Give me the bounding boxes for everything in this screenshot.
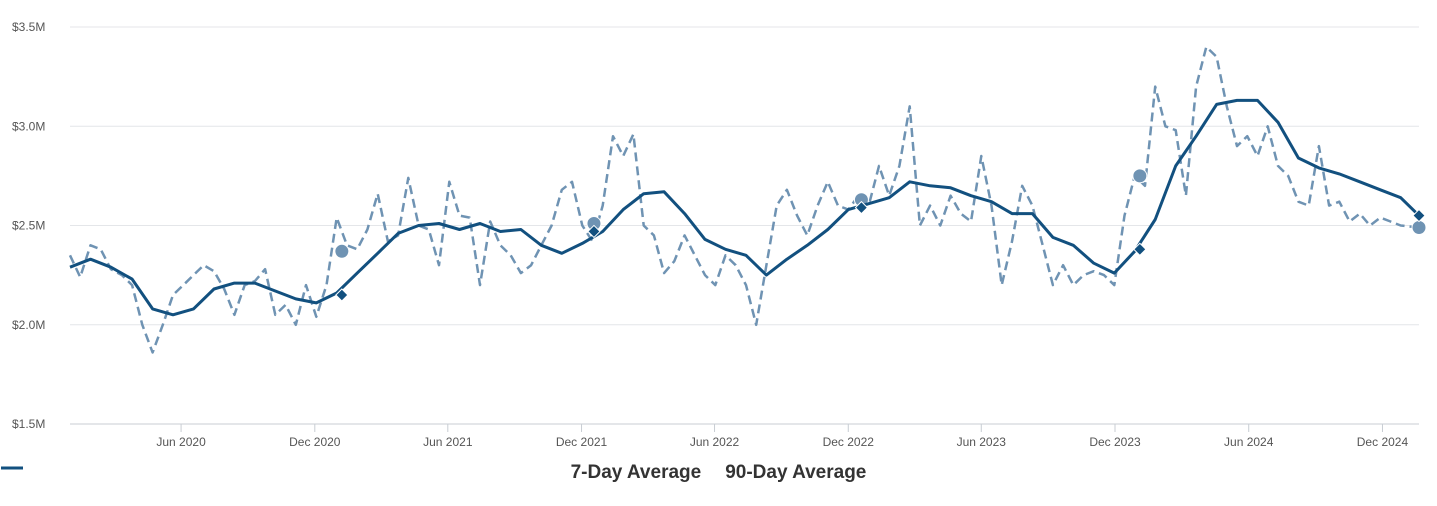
y-tick-label: $1.5M: [12, 417, 45, 431]
marker-90-day-average: [587, 224, 601, 239]
x-tick-label: Dec 2021: [556, 435, 608, 449]
y-tick-label: $3.5M: [12, 20, 45, 34]
y-tick-label: $3.0M: [12, 119, 45, 133]
x-tick-label: Dec 2023: [1089, 435, 1141, 449]
marker-7-day-average: [334, 243, 350, 259]
marker-90-day-average: [1133, 242, 1147, 257]
x-tick-label: Dec 2022: [823, 435, 875, 449]
marker-90-day-average: [1412, 208, 1426, 223]
marker-7-day-average: [1411, 219, 1427, 235]
marker-90-day-average: [335, 288, 349, 302]
y-tick-label: $2.0M: [12, 318, 45, 332]
x-tick-label: Dec 2024: [1357, 435, 1409, 449]
legend-label-7-day: 7-Day Average: [570, 462, 702, 483]
marker-90-day-average: [854, 200, 869, 215]
legend: 7-Day Average 90-Day Average: [0, 462, 1437, 484]
x-tick-label: Jun 2022: [690, 435, 740, 449]
legend-line-swatch: [1, 466, 23, 470]
y-tick-label: $2.5M: [12, 219, 45, 233]
legend-item-7-day-average[interactable]: 7-Day Average: [1, 462, 702, 484]
x-tick-label: Jun 2020: [156, 435, 206, 449]
series-line-90-day-average: [69, 98, 1421, 317]
x-tick-label: Jun 2023: [957, 435, 1007, 449]
x-tick-label: Dec 2020: [289, 435, 341, 449]
x-tick-label: Jun 2021: [423, 435, 473, 449]
series-line-7-day-average: [68, 45, 1420, 354]
x-tick-label: Jun 2024: [1224, 435, 1274, 449]
legend-item-90-day-average[interactable]: 90-Day Average: [1, 462, 867, 484]
marker-7-day-average: [1132, 168, 1148, 184]
legend-label-90-day: 90-Day Average: [725, 462, 867, 483]
